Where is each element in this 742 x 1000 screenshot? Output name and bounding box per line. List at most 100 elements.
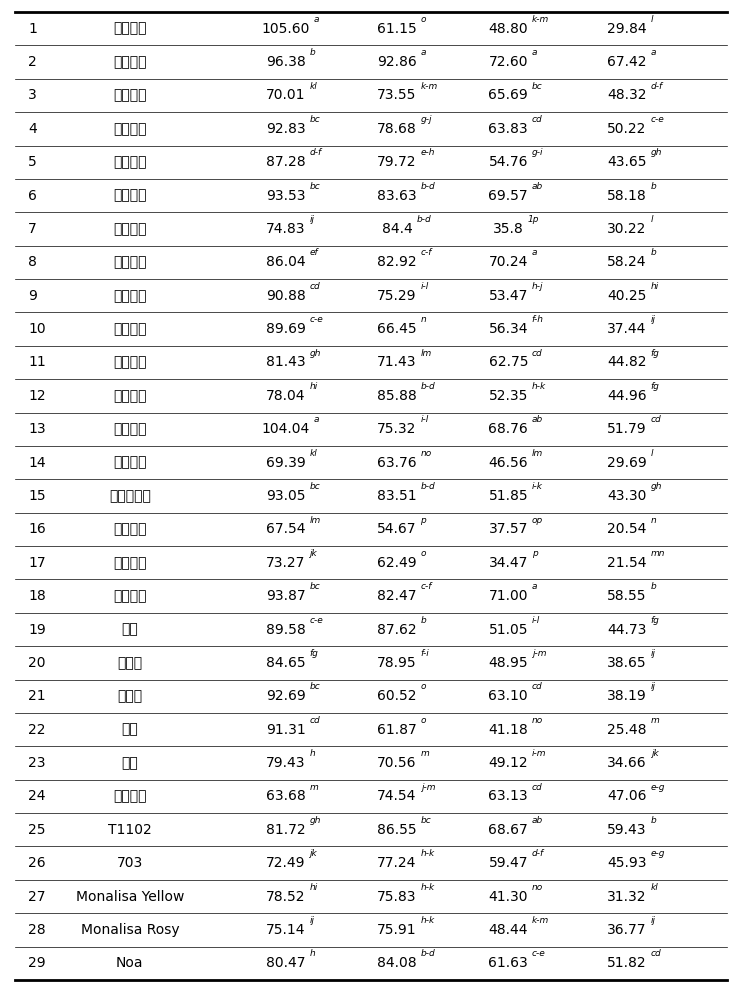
Text: 51.82: 51.82 bbox=[607, 956, 647, 970]
Text: ab: ab bbox=[532, 816, 543, 825]
Text: 81.43: 81.43 bbox=[266, 355, 306, 369]
Text: 92.83: 92.83 bbox=[266, 122, 306, 136]
Text: jk: jk bbox=[309, 549, 317, 558]
Text: p: p bbox=[532, 549, 537, 558]
Text: bc: bc bbox=[421, 816, 431, 825]
Text: 96.38: 96.38 bbox=[266, 55, 306, 69]
Text: 61.87: 61.87 bbox=[377, 723, 417, 737]
Text: 59.43: 59.43 bbox=[607, 823, 647, 837]
Text: 36.77: 36.77 bbox=[607, 923, 647, 937]
Text: 56.34: 56.34 bbox=[488, 322, 528, 336]
Text: b-d: b-d bbox=[421, 482, 436, 491]
Text: 9: 9 bbox=[28, 289, 37, 303]
Text: 8: 8 bbox=[28, 255, 37, 269]
Text: 13: 13 bbox=[28, 422, 46, 436]
Text: bc: bc bbox=[309, 682, 320, 691]
Text: 61.63: 61.63 bbox=[488, 956, 528, 970]
Text: 67.54: 67.54 bbox=[266, 522, 306, 536]
Text: 75.29: 75.29 bbox=[377, 289, 417, 303]
Text: 86.04: 86.04 bbox=[266, 255, 306, 269]
Text: o: o bbox=[421, 682, 426, 691]
Text: 38.65: 38.65 bbox=[607, 656, 647, 670]
Text: 5: 5 bbox=[28, 155, 37, 169]
Text: 74.54: 74.54 bbox=[377, 789, 417, 803]
Text: 77.24: 77.24 bbox=[377, 856, 417, 870]
Text: 15: 15 bbox=[28, 489, 46, 503]
Text: 17: 17 bbox=[28, 556, 46, 570]
Text: h-k: h-k bbox=[532, 382, 546, 391]
Text: 65.69: 65.69 bbox=[488, 88, 528, 102]
Text: 47.06: 47.06 bbox=[607, 789, 647, 803]
Text: 21: 21 bbox=[28, 689, 46, 703]
Text: i-l: i-l bbox=[421, 282, 429, 291]
Text: ij: ij bbox=[651, 315, 655, 324]
Text: c-e: c-e bbox=[309, 315, 323, 324]
Text: 21.54: 21.54 bbox=[607, 556, 647, 570]
Text: cd: cd bbox=[309, 716, 320, 725]
Text: 南农皇冠: 南农皇冠 bbox=[113, 88, 147, 102]
Text: 绻安娜: 绻安娜 bbox=[117, 689, 142, 703]
Text: 48.32: 48.32 bbox=[607, 88, 647, 102]
Text: c-f: c-f bbox=[421, 248, 432, 257]
Text: i-l: i-l bbox=[421, 415, 429, 424]
Text: 43.65: 43.65 bbox=[607, 155, 647, 169]
Text: 51.05: 51.05 bbox=[488, 623, 528, 637]
Text: 29: 29 bbox=[28, 956, 46, 970]
Text: a: a bbox=[532, 248, 537, 257]
Text: o: o bbox=[421, 716, 426, 725]
Text: m: m bbox=[651, 716, 660, 725]
Text: 20: 20 bbox=[28, 656, 46, 670]
Text: b: b bbox=[651, 248, 656, 257]
Text: e-h: e-h bbox=[421, 148, 435, 157]
Text: bc: bc bbox=[532, 82, 542, 91]
Text: 1: 1 bbox=[28, 22, 37, 36]
Text: 71.00: 71.00 bbox=[488, 589, 528, 603]
Text: 62.49: 62.49 bbox=[377, 556, 417, 570]
Text: 31.32: 31.32 bbox=[607, 890, 647, 904]
Text: 82.92: 82.92 bbox=[377, 255, 417, 269]
Text: 84.08: 84.08 bbox=[377, 956, 417, 970]
Text: 59.47: 59.47 bbox=[488, 856, 528, 870]
Text: j-m: j-m bbox=[532, 649, 546, 658]
Text: kl: kl bbox=[651, 883, 658, 892]
Text: T1102: T1102 bbox=[108, 823, 151, 837]
Text: cd: cd bbox=[532, 783, 542, 792]
Text: g-i: g-i bbox=[532, 148, 543, 157]
Text: 67.42: 67.42 bbox=[607, 55, 647, 69]
Text: j-m: j-m bbox=[421, 783, 435, 792]
Text: gh: gh bbox=[651, 148, 662, 157]
Text: h: h bbox=[309, 949, 315, 958]
Text: 18: 18 bbox=[28, 589, 46, 603]
Text: 34.66: 34.66 bbox=[607, 756, 647, 770]
Text: 63.68: 63.68 bbox=[266, 789, 306, 803]
Text: fg: fg bbox=[651, 616, 660, 625]
Text: o: o bbox=[421, 15, 426, 24]
Text: c-e: c-e bbox=[651, 115, 664, 124]
Text: 44.96: 44.96 bbox=[607, 389, 647, 403]
Text: e-g: e-g bbox=[651, 849, 665, 858]
Text: 68.76: 68.76 bbox=[488, 422, 528, 436]
Text: 90.88: 90.88 bbox=[266, 289, 306, 303]
Text: f-h: f-h bbox=[532, 315, 544, 324]
Text: no: no bbox=[421, 449, 432, 458]
Text: kl: kl bbox=[309, 449, 317, 458]
Text: 23: 23 bbox=[28, 756, 46, 770]
Text: 58.55: 58.55 bbox=[607, 589, 647, 603]
Text: bc: bc bbox=[309, 482, 320, 491]
Text: 69.57: 69.57 bbox=[488, 189, 528, 203]
Text: 54.67: 54.67 bbox=[377, 522, 417, 536]
Text: 82.47: 82.47 bbox=[377, 589, 417, 603]
Text: h-j: h-j bbox=[532, 282, 543, 291]
Text: d-f: d-f bbox=[309, 148, 321, 157]
Text: 南农红袖: 南农红袖 bbox=[113, 389, 147, 403]
Text: 南农白雪: 南农白雪 bbox=[113, 589, 147, 603]
Text: b: b bbox=[651, 816, 656, 825]
Text: 91.31: 91.31 bbox=[266, 723, 306, 737]
Text: 81.72: 81.72 bbox=[266, 823, 306, 837]
Text: 78.68: 78.68 bbox=[377, 122, 417, 136]
Text: 89.69: 89.69 bbox=[266, 322, 306, 336]
Text: c-e: c-e bbox=[532, 949, 545, 958]
Text: 58.24: 58.24 bbox=[607, 255, 647, 269]
Text: 16: 16 bbox=[28, 522, 46, 536]
Text: 43.30: 43.30 bbox=[607, 489, 647, 503]
